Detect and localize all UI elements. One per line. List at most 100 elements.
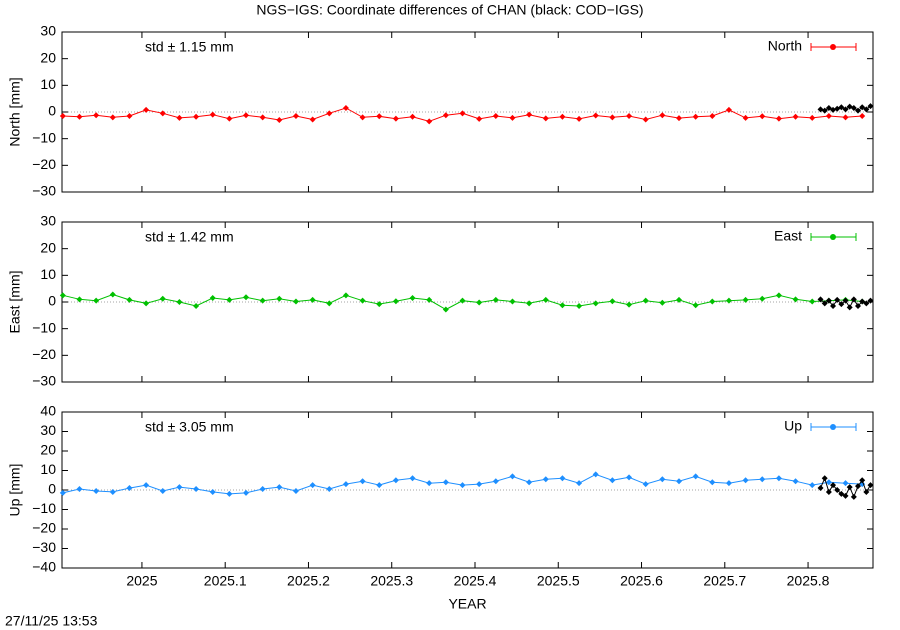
- data-point: [109, 488, 116, 495]
- data-point: [276, 117, 283, 123]
- data-point: [626, 474, 633, 481]
- data-point: [292, 298, 299, 305]
- data-point: [592, 471, 599, 478]
- y-tick-label: −10: [32, 129, 56, 145]
- data-point: [143, 106, 150, 113]
- data-point: [226, 115, 233, 122]
- data-point: [838, 104, 845, 111]
- x-tick-label: 2025.8: [787, 573, 830, 589]
- y-tick-label: −10: [32, 319, 56, 335]
- data-point: [209, 111, 216, 118]
- data-point: [93, 297, 100, 304]
- data-point: [609, 477, 616, 484]
- data-point: [809, 298, 816, 305]
- data-point: [442, 112, 449, 119]
- data-point: [867, 482, 874, 489]
- data-point: [326, 300, 333, 307]
- data-point: [759, 295, 766, 302]
- data-point: [642, 116, 649, 123]
- y-axis-label: Up [mm]: [7, 464, 23, 517]
- y-tick-label: −40: [32, 559, 56, 575]
- y-tick-label: 10: [40, 76, 56, 92]
- data-point: [859, 298, 866, 305]
- data-point: [159, 295, 166, 302]
- data-point: [159, 110, 166, 117]
- data-point: [846, 304, 853, 311]
- data-point: [492, 296, 499, 303]
- data-point: [792, 296, 799, 303]
- x-tick-label: 2025.3: [370, 573, 413, 589]
- data-point: [209, 295, 216, 301]
- data-point: [709, 479, 716, 486]
- data-point: [775, 115, 782, 122]
- data-point: [426, 118, 433, 125]
- data-point: [838, 490, 845, 497]
- legend-label: East: [774, 228, 802, 244]
- annotation: std ± 1.15 mm: [145, 39, 234, 55]
- data-point: [809, 482, 816, 489]
- data-point: [209, 488, 216, 495]
- data-point: [292, 113, 299, 119]
- data-point: [509, 298, 516, 305]
- data-point: [821, 475, 828, 482]
- data-point: [775, 475, 782, 482]
- data-point: [492, 478, 499, 485]
- data-point: [292, 487, 299, 494]
- data-point: [193, 303, 200, 309]
- data-point: [459, 297, 466, 304]
- y-tick-label: −30: [32, 539, 56, 555]
- data-point: [850, 493, 857, 500]
- data-point: [176, 484, 183, 491]
- data-point: [542, 296, 549, 303]
- data-point: [143, 482, 150, 489]
- legend-marker: [830, 234, 836, 240]
- y-tick-label: 10: [40, 461, 56, 477]
- data-point: [126, 296, 133, 303]
- data-point: [725, 106, 732, 113]
- y-axis-label: North [mm]: [7, 77, 23, 146]
- data-point: [859, 104, 866, 111]
- y-tick-label: 20: [40, 442, 56, 458]
- data-point: [830, 482, 837, 489]
- x-tick-label: 2025.7: [703, 573, 746, 589]
- data-point: [825, 488, 832, 495]
- data-point: [709, 298, 716, 305]
- data-point: [825, 105, 832, 111]
- data-point: [342, 292, 349, 299]
- data-point: [626, 113, 633, 119]
- data-point: [850, 296, 857, 303]
- data-point: [76, 486, 83, 493]
- data-point: [817, 296, 824, 303]
- y-tick-label: −20: [32, 346, 56, 362]
- data-point: [825, 113, 832, 119]
- data-point: [759, 476, 766, 483]
- data-point: [159, 487, 166, 494]
- data-point: [675, 115, 682, 122]
- data-point: [309, 482, 316, 489]
- y-tick-label: −20: [32, 156, 56, 172]
- data-point: [93, 112, 100, 119]
- y-tick-label: 0: [48, 293, 56, 309]
- data-point: [792, 478, 799, 485]
- x-tick-label: 2025.1: [204, 573, 247, 589]
- data-point: [855, 483, 862, 490]
- data-point: [859, 113, 866, 119]
- data-point: [834, 487, 841, 493]
- data-point: [76, 296, 83, 303]
- data-point: [326, 110, 333, 117]
- data-point: [692, 302, 699, 309]
- data-point: [392, 115, 399, 122]
- data-point: [376, 482, 383, 489]
- annotation: std ± 3.05 mm: [145, 419, 234, 435]
- data-point: [792, 113, 799, 120]
- y-tick-label: −20: [32, 520, 56, 536]
- data-point: [863, 300, 870, 307]
- data-point: [855, 303, 862, 309]
- data-point: [59, 113, 66, 119]
- data-point: [426, 296, 433, 303]
- data-point: [842, 297, 849, 304]
- y-tick-label: 40: [40, 403, 56, 419]
- legend-label: Up: [784, 418, 802, 434]
- data-point: [509, 114, 516, 121]
